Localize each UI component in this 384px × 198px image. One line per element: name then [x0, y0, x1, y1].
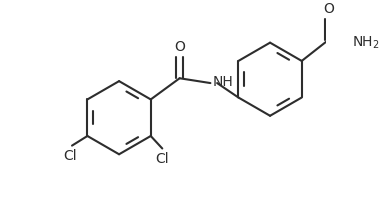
Text: O: O: [174, 40, 185, 54]
Text: NH: NH: [212, 75, 233, 89]
Text: Cl: Cl: [63, 149, 77, 164]
Text: NH$_2$: NH$_2$: [352, 34, 379, 51]
Text: O: O: [323, 2, 334, 16]
Text: Cl: Cl: [156, 152, 169, 166]
